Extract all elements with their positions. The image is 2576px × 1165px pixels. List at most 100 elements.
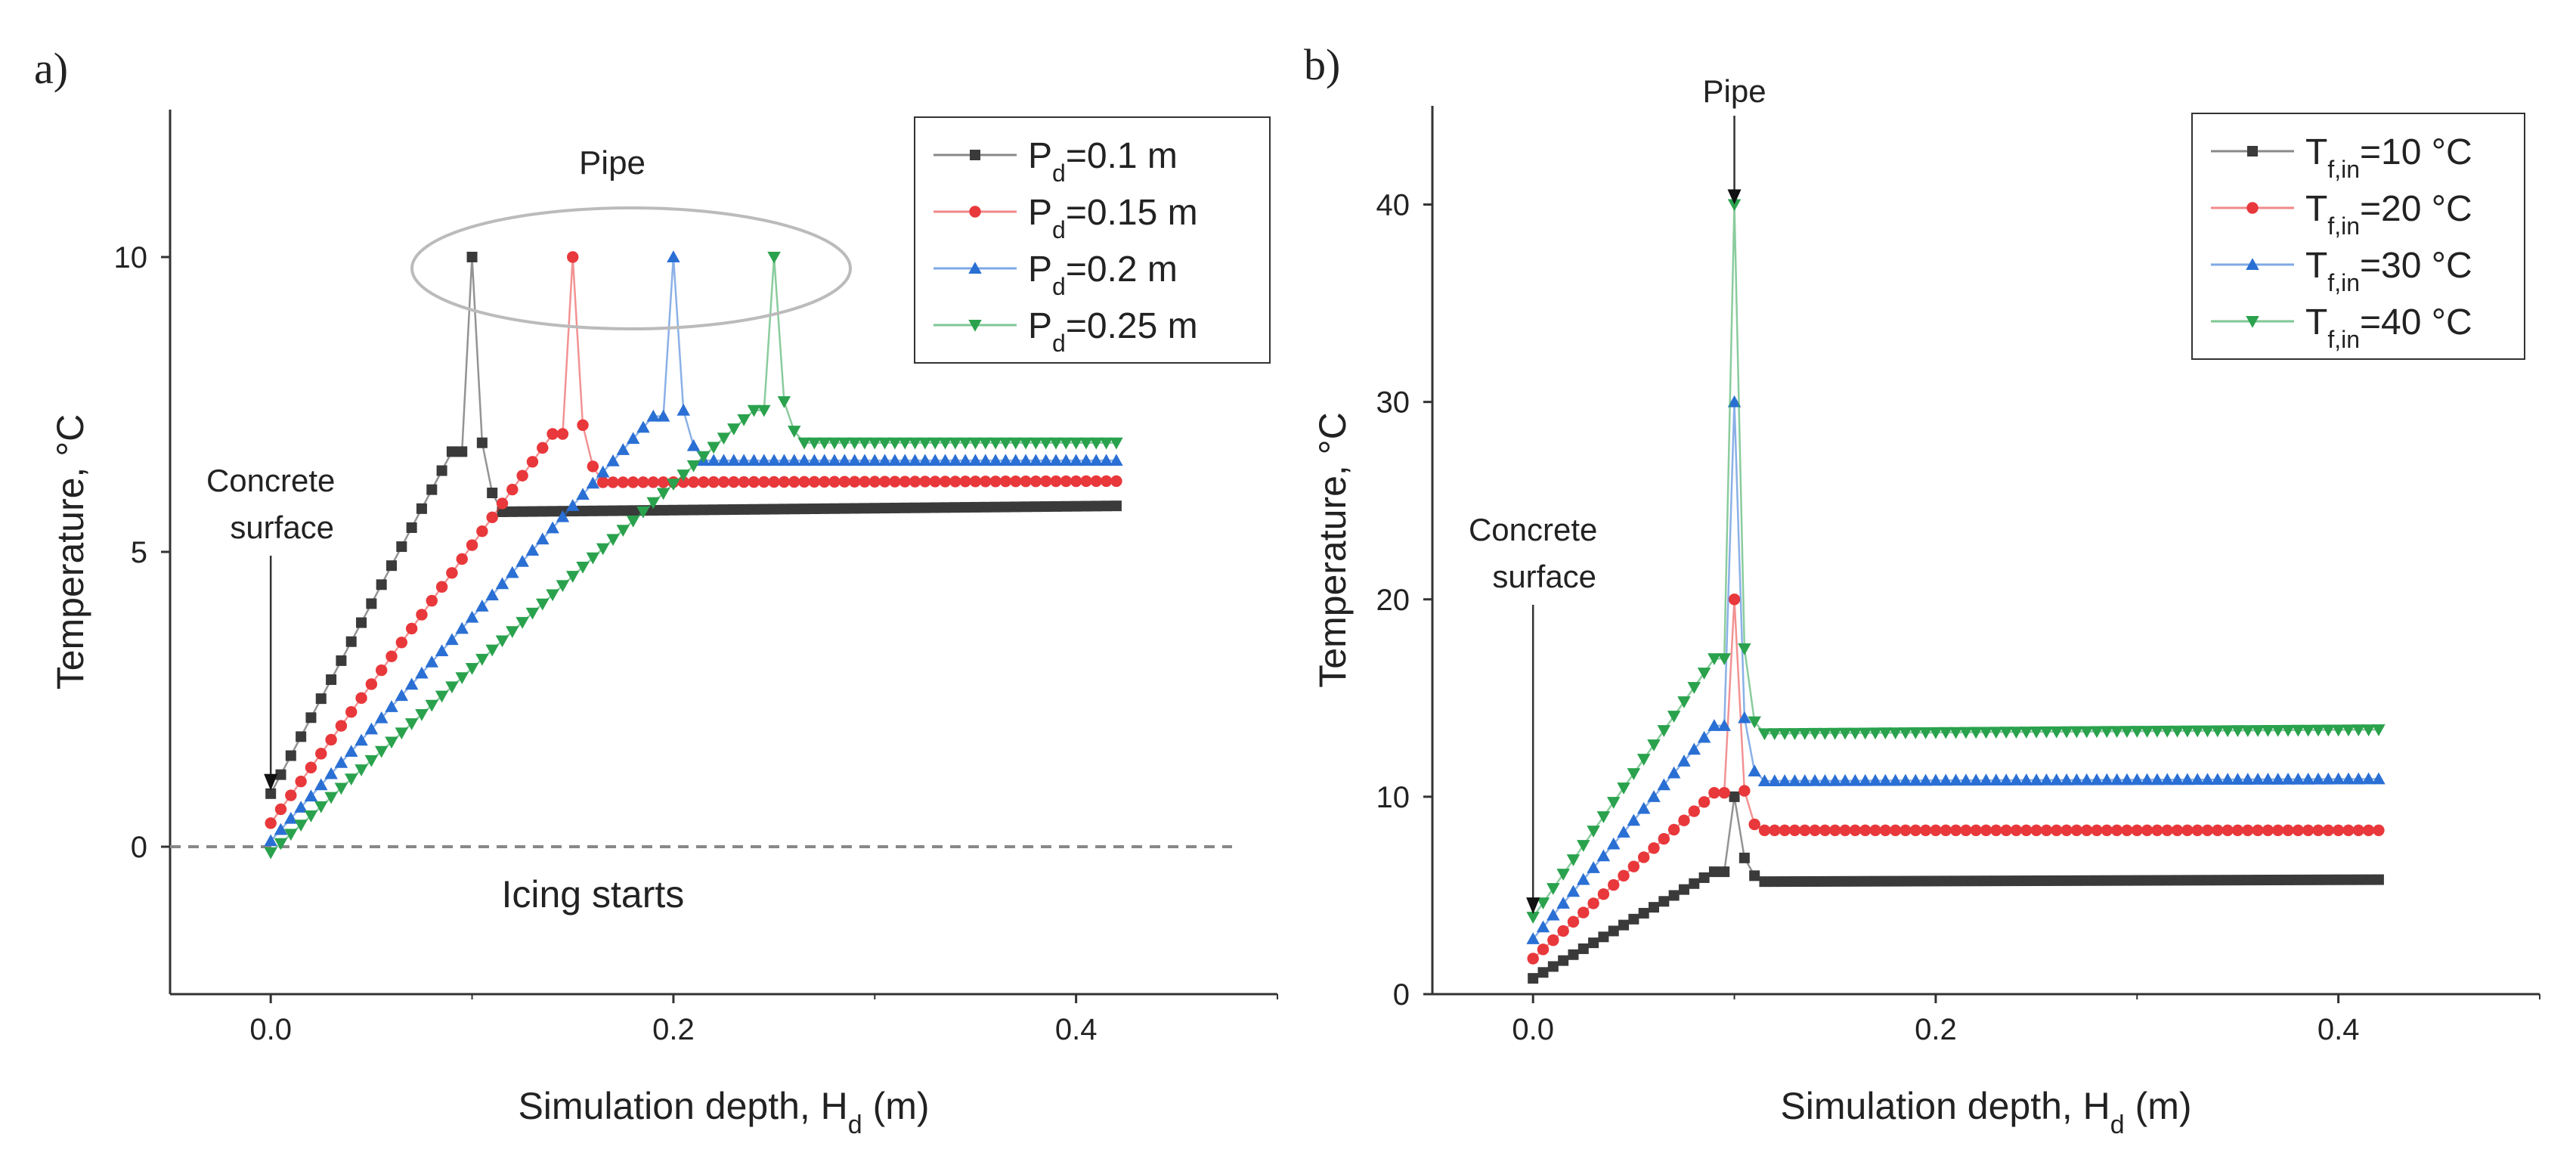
data-point	[396, 541, 407, 553]
data-point	[2342, 772, 2355, 785]
data-point	[334, 782, 348, 795]
data-point	[1029, 475, 1042, 488]
data-point	[727, 423, 741, 435]
data-point	[436, 465, 447, 476]
data-point	[1628, 913, 1639, 925]
data-point	[949, 454, 962, 466]
data-point	[2171, 824, 2184, 836]
concrete-surface-arrow-head	[264, 773, 278, 791]
data-point	[2051, 875, 2062, 886]
y-tick-label: 0	[1393, 978, 1410, 1012]
data-point	[385, 650, 398, 662]
data-point	[435, 581, 448, 593]
data-point	[587, 460, 599, 473]
data-point	[2361, 724, 2376, 736]
data-point	[1528, 973, 1539, 984]
data-point	[1819, 824, 1831, 836]
data-point	[2131, 824, 2143, 836]
data-point	[2200, 725, 2215, 738]
data-point	[879, 503, 890, 514]
data-point	[2321, 724, 2336, 737]
data-point	[1667, 711, 1681, 723]
data-point	[627, 476, 639, 488]
data-point	[949, 437, 962, 450]
data-point	[1547, 961, 1559, 972]
data-point	[1949, 773, 1963, 786]
data-point	[1658, 896, 1670, 907]
data-point	[2111, 875, 2122, 886]
data-point	[1647, 790, 1661, 802]
data-point	[919, 476, 931, 488]
data-point	[1768, 774, 1782, 786]
data-point	[1657, 778, 1671, 791]
data-point	[938, 437, 952, 450]
data-point	[2049, 726, 2064, 739]
data-point	[1749, 870, 1760, 881]
legend-swatch-marker	[2246, 316, 2259, 328]
data-point	[1971, 875, 1982, 887]
data-point	[1577, 872, 1590, 885]
data-point	[878, 476, 891, 488]
data-point	[2170, 725, 2184, 738]
data-point	[2009, 773, 2023, 785]
data-point	[546, 428, 559, 440]
data-point	[1819, 875, 1831, 887]
data-point	[285, 750, 296, 761]
data-point	[989, 476, 1002, 488]
data-point	[1818, 773, 1832, 786]
data-point	[1049, 437, 1063, 450]
data-point	[2352, 772, 2366, 785]
data-point	[345, 706, 358, 718]
data-point	[2121, 824, 2133, 836]
data-point	[2191, 773, 2204, 785]
data-point	[2222, 875, 2234, 886]
y-axis-title: Temperature, °C	[1311, 412, 1354, 688]
data-point	[1577, 840, 1590, 852]
data-point	[1000, 501, 1011, 513]
data-point	[889, 476, 901, 488]
data-point	[435, 690, 449, 703]
data-point	[2051, 824, 2063, 836]
data-point	[858, 454, 872, 466]
data-point	[2212, 824, 2224, 836]
data-point	[1869, 773, 1882, 786]
data-point	[1979, 773, 1993, 786]
data-point	[2361, 772, 2376, 785]
data-point	[395, 637, 408, 649]
data-point	[697, 451, 711, 463]
data-point	[2070, 726, 2084, 739]
data-point	[1888, 727, 1903, 739]
x-tick-label: 0.4	[1055, 1013, 1098, 1046]
data-point	[909, 476, 921, 488]
data-point	[1648, 842, 1660, 854]
data-point	[989, 437, 1002, 450]
data-point	[2373, 824, 2385, 836]
data-point	[1799, 875, 1810, 887]
data-point	[2191, 725, 2204, 738]
data-point	[1010, 476, 1022, 488]
data-point	[497, 506, 508, 517]
data-point	[979, 437, 992, 450]
legend-entry-label: Tf,in=10 °C	[2305, 132, 2472, 183]
data-point	[565, 571, 580, 583]
y-tick-label: 10	[1376, 781, 1410, 814]
data-point	[929, 476, 941, 488]
data-point	[2293, 874, 2304, 885]
data-point	[426, 594, 438, 607]
data-point	[1596, 849, 1611, 862]
data-point	[1099, 454, 1113, 466]
data-point	[1848, 727, 1862, 740]
data-point	[2202, 875, 2213, 886]
data-point	[506, 506, 518, 517]
data-point	[1799, 824, 1811, 836]
data-point	[1990, 824, 2002, 836]
data-point	[2331, 772, 2345, 785]
data-point	[1869, 727, 1882, 740]
data-point	[1839, 824, 1851, 836]
pipe-label: Pipe	[1703, 73, 1766, 109]
data-point	[305, 761, 317, 773]
data-point	[445, 681, 459, 694]
data-point	[1979, 727, 1993, 739]
data-point	[1649, 902, 1659, 913]
data-point	[1597, 888, 1610, 900]
